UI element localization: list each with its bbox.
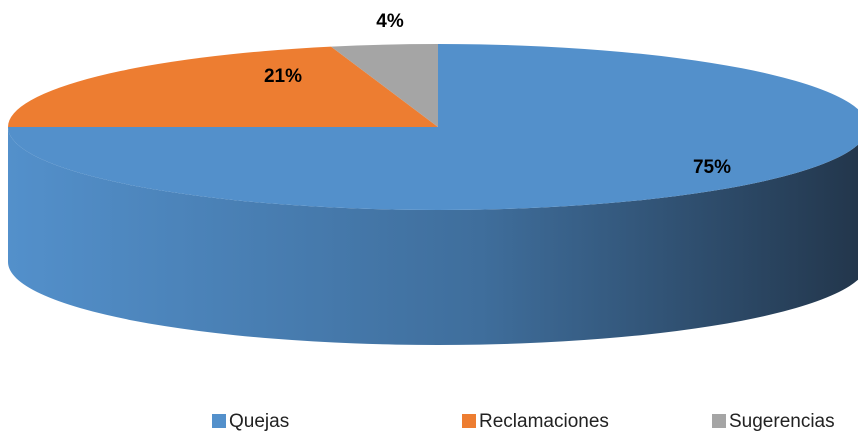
legend-label: Reclamaciones	[479, 411, 609, 431]
legend-label: Quejas	[229, 411, 289, 431]
pie-slice	[8, 44, 858, 210]
data-label: 75%	[693, 157, 731, 178]
pie-slice	[8, 46, 438, 127]
data-label: 21%	[264, 66, 302, 87]
legend-swatch	[712, 414, 726, 428]
data-label: 4%	[376, 11, 404, 32]
legend-swatch	[212, 414, 226, 428]
pie-side	[8, 127, 858, 345]
pie-slice	[331, 44, 438, 127]
legend-label: Sugerencias	[729, 411, 835, 431]
legend-swatch	[462, 414, 476, 428]
